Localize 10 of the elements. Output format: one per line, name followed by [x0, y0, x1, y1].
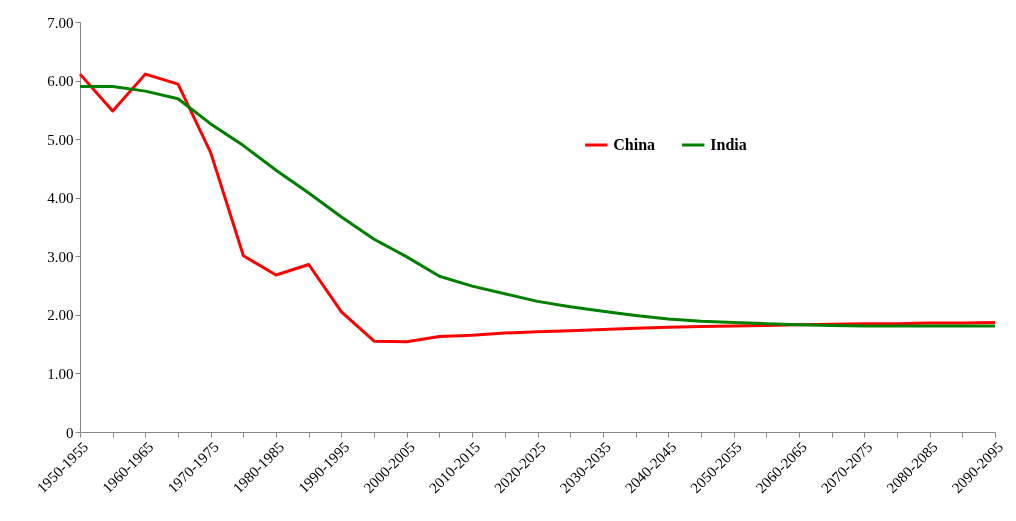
y-tick-label: 0 [66, 424, 74, 441]
y-tick-label: 6.00 [47, 73, 74, 90]
legend-label: India [710, 136, 747, 153]
y-tick-label: 7.00 [47, 14, 74, 31]
legend-label: China [613, 136, 656, 153]
y-tick-label: 2.00 [47, 307, 74, 324]
y-tick-label: 4.00 [47, 190, 74, 207]
y-tick-label: 1.00 [47, 365, 74, 382]
y-tick-label: 3.00 [47, 248, 74, 265]
y-tick-label: 5.00 [47, 131, 74, 148]
